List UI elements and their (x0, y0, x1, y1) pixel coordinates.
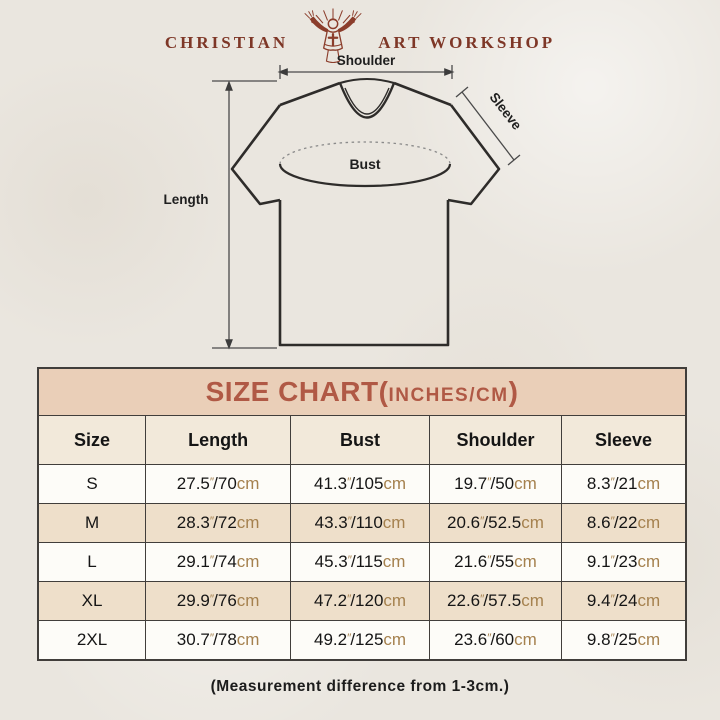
brand-name-right: ART WORKSHOP (378, 33, 556, 52)
cell-shoulder: 22.6″/57.5cm (428, 581, 563, 621)
bust-label: Bust (349, 156, 380, 172)
cell-bust: 43.3″/110cm (290, 503, 430, 543)
brand-name-left: CHRISTIAN (164, 33, 289, 52)
cell-bust: 47.2″/120cm (290, 581, 430, 621)
cell-bust: 41.3″/105cm (290, 464, 430, 504)
length-label: Length (164, 192, 209, 207)
sleeve-measure (455, 86, 521, 166)
size-chart-title: SIZE CHART(INCHES/CM) (37, 367, 687, 416)
measurement-note: (Measurement difference from 1-3cm.) (210, 678, 510, 695)
size-chart-header-row: Size Length Bust Shoulder Sleeve (37, 415, 687, 465)
cell-shoulder: 21.6″/55cm (428, 542, 563, 582)
col-header-sleeve: Sleeve (561, 415, 687, 465)
col-header-length: Length (145, 415, 292, 465)
cell-length: 28.3″/72cm (145, 503, 292, 543)
cell-length: 29.9″/76cm (145, 581, 292, 621)
cell-sleeve: 9.8″/25cm (561, 620, 687, 661)
cell-shoulder: 19.7″/50cm (428, 464, 563, 504)
col-header-size: Size (37, 415, 147, 465)
tshirt-outline (230, 78, 501, 347)
shoulder-label: Shoulder (337, 53, 396, 68)
col-header-shoulder: Shoulder (428, 415, 563, 465)
jesus-open-arms-icon (304, 8, 362, 63)
cell-size: M (37, 503, 147, 543)
size-chart-title-row: SIZE CHART(INCHES/CM) (37, 367, 687, 416)
table-row: L 29.1″/74cm 45.3″/115cm 21.6″/55cm 9.1″/23c… (37, 542, 687, 582)
cell-length: 30.7″/78cm (145, 620, 292, 661)
cell-sleeve: 8.6″/22cm (561, 503, 687, 543)
size-table-body: S 27.5″/70cm 41.3″/105cm 19.7″/50cm 8.3″/21c… (37, 464, 687, 661)
cell-length: 29.1″/74cm (145, 542, 292, 582)
cell-sleeve: 9.4″/24cm (561, 581, 687, 621)
length-measure (212, 80, 277, 350)
size-chart-table: SIZE CHART(INCHES/CM) Size Length Bust S… (37, 367, 687, 661)
table-row: S 27.5″/70cm 41.3″/105cm 19.7″/50cm 8.3″/21c… (37, 464, 687, 504)
cell-sleeve: 9.1″/23cm (561, 542, 687, 582)
cell-size: L (37, 542, 147, 582)
col-header-bust: Bust (290, 415, 430, 465)
bust-line: Bust (278, 141, 452, 188)
cell-sleeve: 8.3″/21cm (561, 464, 687, 504)
shoulder-measure (277, 65, 455, 79)
cell-shoulder: 20.6″/52.5cm (428, 503, 563, 543)
table-row: XL 29.9″/76cm 47.2″/120cm 22.6″/57.5cm 9.4″/… (37, 581, 687, 621)
cell-length: 27.5″/70cm (145, 464, 292, 504)
cell-bust: 45.3″/115cm (290, 542, 430, 582)
cell-size: 2XL (37, 620, 147, 661)
table-row: 2XL 30.7″/78cm 49.2″/125cm 23.6″/60cm 9.8″/2… (37, 620, 687, 661)
brand-header: CHRISTIAN ART W (0, 6, 720, 64)
cell-size: XL (37, 581, 147, 621)
collar-outline (338, 82, 396, 119)
table-row: M 28.3″/72cm 43.3″/110cm 20.6″/52.5cm 8.6″/2… (37, 503, 687, 543)
cell-bust: 49.2″/125cm (290, 620, 430, 661)
sleeve-label: Sleeve (486, 90, 524, 133)
size-chart-section: SIZE CHART(INCHES/CM) Size Length Bust S… (37, 367, 687, 661)
tshirt-measurement-diagram: Bust Shoulder Length Sleeve (164, 53, 525, 350)
cell-shoulder: 23.6″/60cm (428, 620, 563, 661)
cell-size: S (37, 464, 147, 504)
